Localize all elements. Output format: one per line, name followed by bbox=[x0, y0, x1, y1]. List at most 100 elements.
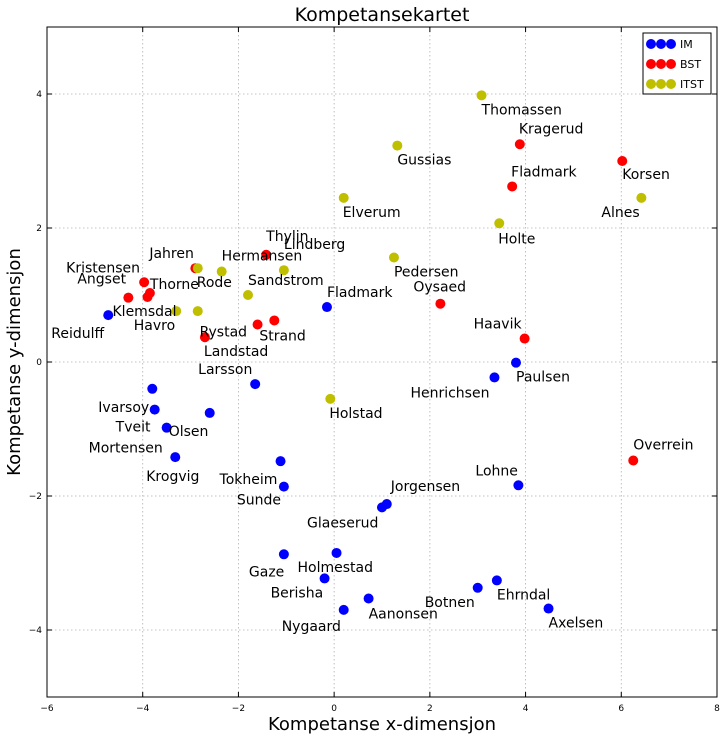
data-point-itst bbox=[171, 306, 182, 317]
data-point-itst bbox=[476, 90, 487, 101]
x-tick-label: 6 bbox=[618, 704, 624, 714]
data-point-im bbox=[275, 456, 286, 467]
point-label: Oysaed bbox=[413, 280, 466, 296]
data-point-bst bbox=[628, 455, 639, 466]
y-tick-label: −2 bbox=[29, 492, 42, 502]
legend-marker-itst bbox=[656, 79, 666, 89]
point-label: Strand bbox=[259, 328, 305, 344]
data-point-im bbox=[319, 573, 330, 584]
data-point-im bbox=[321, 302, 332, 313]
data-point-im bbox=[543, 603, 554, 614]
point-label: Sandstrom bbox=[248, 273, 324, 289]
x-axis-label: Kompetanse x-dimensjon bbox=[268, 714, 496, 735]
data-point-itst bbox=[388, 252, 399, 263]
data-point-im bbox=[170, 452, 181, 463]
data-point-im bbox=[338, 604, 349, 615]
point-label: Rystad bbox=[200, 324, 248, 340]
data-point-itst bbox=[494, 218, 505, 229]
point-label: Fladmark bbox=[511, 164, 577, 180]
point-label: Sunde bbox=[237, 493, 281, 509]
data-point-im bbox=[250, 379, 261, 390]
point-label: Olsen bbox=[169, 424, 209, 440]
point-label: Elverum bbox=[343, 205, 401, 221]
point-label: Ehrndal bbox=[497, 587, 550, 603]
y-tick-label: 2 bbox=[36, 224, 42, 234]
data-point-bst bbox=[507, 181, 518, 192]
point-label: Rode bbox=[197, 275, 232, 291]
point-label: Kristensen bbox=[66, 260, 140, 276]
data-point-bst bbox=[261, 249, 272, 260]
data-point-itst bbox=[192, 306, 203, 317]
point-label: Alnes bbox=[601, 205, 639, 221]
point-label: Tokheim bbox=[219, 472, 278, 488]
data-point-im bbox=[278, 481, 289, 492]
data-point-im bbox=[161, 422, 172, 433]
data-point-im bbox=[149, 404, 160, 415]
point-label: Landstad bbox=[204, 344, 268, 360]
data-point-im bbox=[331, 547, 342, 558]
point-label: Glaeserud bbox=[307, 515, 378, 531]
point-label: Larsson bbox=[198, 362, 252, 378]
chart-title: Kompetansekartet bbox=[295, 4, 470, 26]
data-point-im bbox=[204, 407, 215, 418]
x-tick-label: 4 bbox=[523, 704, 529, 714]
point-label: Berisha bbox=[271, 585, 324, 601]
legend-marker-im bbox=[666, 39, 676, 49]
data-point-bst bbox=[617, 156, 628, 166]
point-label: Overrein bbox=[633, 437, 693, 453]
data-point-im bbox=[511, 357, 521, 368]
plot-frame bbox=[46, 26, 718, 698]
x-tick-label: −2 bbox=[232, 704, 245, 714]
data-point-itst bbox=[338, 192, 349, 203]
data-point-bst bbox=[252, 319, 263, 330]
legend-marker-itst bbox=[646, 79, 656, 89]
data-point-bst bbox=[123, 292, 134, 303]
data-point-bst bbox=[435, 298, 446, 309]
point-label: Lohne bbox=[475, 463, 517, 479]
x-tick-label: −4 bbox=[136, 704, 150, 714]
point-label: Thomassen bbox=[481, 102, 562, 118]
point-label: Thylin bbox=[265, 229, 308, 245]
point-label: Korsen bbox=[622, 167, 670, 183]
plot-area bbox=[47, 27, 717, 697]
data-point-bst bbox=[199, 332, 210, 343]
data-point-im bbox=[489, 372, 500, 383]
point-label: Haavik bbox=[474, 317, 523, 333]
ticks: −6 −4 −2 0 2 4 6 8 −4 −2 0 2 4 bbox=[29, 27, 720, 714]
x-tick-label: 0 bbox=[331, 704, 337, 714]
data-point-bst bbox=[269, 315, 280, 326]
data-point-bst bbox=[139, 277, 150, 288]
data-point-bst bbox=[514, 139, 525, 150]
x-tick-label: 8 bbox=[714, 704, 720, 714]
point-label: Paulsen bbox=[516, 370, 570, 386]
point-label: Ivarsoy bbox=[98, 400, 149, 416]
data-point-itst bbox=[243, 290, 253, 300]
point-label: Henrichsen bbox=[410, 385, 489, 401]
data-point-itst bbox=[325, 393, 336, 404]
data-point-im bbox=[377, 502, 387, 513]
point-labels: Reidulff Fladmark Paulsen Henrichsen Ivarsoy… bbox=[51, 102, 693, 635]
point-label: Fladmark bbox=[327, 285, 393, 301]
x-tick-label: 2 bbox=[427, 704, 433, 714]
point-label: Jahren bbox=[148, 246, 194, 262]
point-label: Reidulff bbox=[51, 326, 104, 342]
point-label: Angset bbox=[77, 272, 126, 288]
data-point-im bbox=[513, 480, 524, 491]
data-point-itst bbox=[216, 266, 227, 277]
data-point-itst bbox=[192, 263, 203, 274]
point-label: Pedersen bbox=[394, 264, 459, 280]
point-label: Axelsen bbox=[549, 616, 604, 632]
point-label: Mortensen bbox=[89, 441, 163, 457]
legend-label-bst: BST bbox=[680, 58, 701, 71]
data-point-itst bbox=[636, 192, 647, 203]
legend-marker-bst bbox=[656, 59, 666, 69]
point-label: Kragerud bbox=[519, 121, 584, 137]
data-point-im bbox=[472, 582, 483, 593]
data-point-bst bbox=[142, 292, 153, 303]
legend-marker-bst bbox=[646, 59, 656, 69]
y-tick-label: 0 bbox=[36, 358, 42, 368]
legend-label-itst: ITST bbox=[680, 78, 704, 91]
data-point-itst bbox=[392, 140, 403, 151]
point-label: Lindberg bbox=[284, 237, 345, 253]
point-label: Holmestad bbox=[298, 560, 373, 576]
